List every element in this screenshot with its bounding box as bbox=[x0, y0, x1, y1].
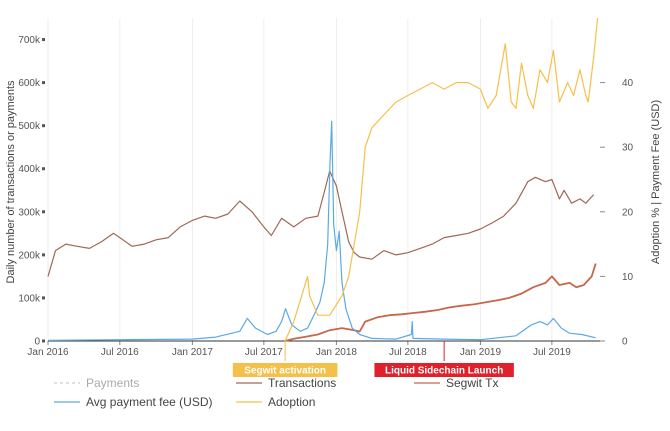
series-line-segwit-tx bbox=[284, 263, 597, 342]
event-flag-label: Segwit activation bbox=[244, 366, 326, 377]
y-left-tick-label: 600k bbox=[18, 78, 41, 89]
legend-item-payments: Payments bbox=[54, 376, 139, 390]
y-left-tick-mark bbox=[42, 253, 45, 257]
grid-layer bbox=[47, 18, 553, 341]
x-tick-label: Jul 2017 bbox=[245, 347, 283, 358]
legend-label: Avg payment fee (USD) bbox=[86, 395, 213, 409]
y-right-tick-label: 20 bbox=[622, 207, 634, 218]
x-tick-label: Jan 2016 bbox=[27, 347, 69, 358]
y-right-tick-label: 10 bbox=[622, 272, 634, 283]
x-tick-label: Jul 2018 bbox=[389, 347, 427, 358]
y-right-tick-label: 0 bbox=[622, 337, 628, 348]
y-left-tick-label: 700k bbox=[18, 35, 41, 46]
y-left-tick-label: 100k bbox=[18, 293, 41, 304]
y-left-tick-label: 500k bbox=[18, 121, 41, 132]
x-tick-label: Jul 2016 bbox=[101, 347, 139, 358]
legend-item-segwit-tx: Segwit Tx bbox=[414, 376, 498, 390]
x-tick-label: Jul 2019 bbox=[533, 347, 571, 358]
y-left-tick-label: 200k bbox=[18, 250, 41, 261]
series-layer bbox=[47, 17, 599, 342]
y-left-tick-label: 300k bbox=[18, 207, 41, 218]
y-left-tick-label: 400k bbox=[18, 164, 41, 175]
event-flag-box bbox=[374, 363, 514, 377]
series-line-avg-payment-fee-usd bbox=[47, 120, 596, 341]
legend-label: Segwit Tx bbox=[446, 376, 498, 390]
legend-item-transactions: Transactions bbox=[236, 376, 336, 390]
legend-item-avg-payment-fee-usd: Avg payment fee (USD) bbox=[54, 395, 213, 409]
y-left-tick-mark bbox=[42, 210, 45, 214]
axes-layer: Jan 2016 Jul 2016 Jan 2017 Jul 2017 Jan 2018… bbox=[18, 35, 633, 358]
legend-item-adoption: Adoption bbox=[236, 395, 315, 409]
legend-layer: Payments Transactions Segwit Tx Avg payment… bbox=[54, 376, 498, 409]
y-left-tick-mark bbox=[42, 124, 45, 128]
legend-label: Payments bbox=[86, 376, 139, 390]
y-left-tick-label: 0 bbox=[34, 337, 40, 348]
y-left-tick-mark bbox=[42, 38, 45, 42]
y-left-axis-title: Daily number of transactions or payments bbox=[5, 80, 17, 283]
y-left-tick-mark bbox=[42, 296, 45, 300]
events-layer: Segwit activation Liquid Sidechain Launch bbox=[232, 341, 514, 377]
x-tick-label: Jan 2018 bbox=[316, 347, 358, 358]
x-tick-label: Jan 2019 bbox=[460, 347, 502, 358]
event-flag-box bbox=[232, 363, 338, 377]
y-left-tick-mark bbox=[42, 167, 45, 171]
series-line-adoption bbox=[284, 17, 599, 342]
series-line-transactions bbox=[47, 170, 595, 277]
y-left-tick-mark bbox=[42, 339, 45, 343]
y-left-tick-mark bbox=[42, 81, 45, 85]
x-tick-label: Jan 2017 bbox=[172, 347, 214, 358]
y-right-tick-label: 40 bbox=[622, 78, 634, 89]
legend-label: Transactions bbox=[268, 376, 336, 390]
legend-label: Adoption bbox=[268, 395, 315, 409]
event-flag-liquid-sidechain-launch: Liquid Sidechain Launch bbox=[374, 363, 514, 377]
event-flag-label: Liquid Sidechain Launch bbox=[385, 366, 503, 377]
event-flag-segwit-activation: Segwit activation bbox=[232, 363, 338, 377]
y-right-tick-label: 30 bbox=[622, 143, 634, 154]
y-right-axis-title: Adoption % | Payment Fee (USD) bbox=[650, 100, 662, 264]
